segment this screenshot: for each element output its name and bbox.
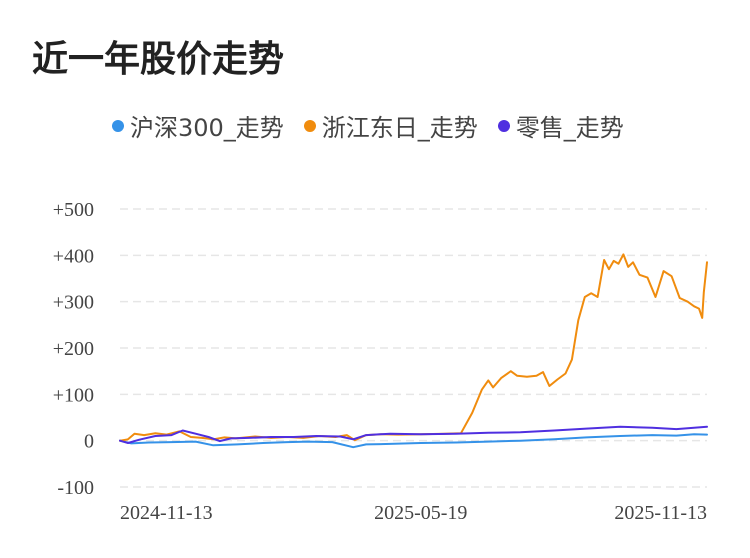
legend-marker-zjdr <box>303 119 316 132</box>
y-tick-label: +400 <box>53 245 94 267</box>
series-line-zjdr <box>119 253 708 442</box>
chart-legend: 沪深300_走势 浙江东日_走势 零售_走势 <box>112 108 624 143</box>
y-axis-ticks: +500 +400 +300 +200 +100 0 -100 <box>53 199 94 499</box>
chart-title: 近一年股价走势 <box>32 39 285 80</box>
y-tick-label: -100 <box>57 477 94 499</box>
legend-item-retail[interactable]: 零售_走势 <box>497 108 624 143</box>
legend-label-zjdr: 浙江东日_走势 <box>321 114 478 142</box>
y-tick-label: +200 <box>53 338 94 360</box>
legend-marker-hs300 <box>112 119 124 132</box>
grid-lines <box>120 208 707 488</box>
series-lines <box>119 253 708 449</box>
x-tick-label: 2025-11-13 <box>614 502 707 524</box>
legend-label-hs300: 沪深300_走势 <box>130 114 284 142</box>
x-axis-ticks: 2024-11-13 2025-05-19 2025-11-13 <box>120 502 707 524</box>
series-line-retail <box>119 425 708 444</box>
x-tick-label: 2025-05-19 <box>374 502 467 524</box>
legend-item-zjdr[interactable]: 浙江东日_走势 <box>303 108 478 143</box>
y-tick-label: +100 <box>53 384 94 406</box>
legend-label-retail: 零售_走势 <box>515 114 624 142</box>
legend-item-hs300[interactable]: 沪深300_走势 <box>112 108 284 143</box>
x-tick-label: 2024-11-13 <box>120 502 213 524</box>
legend-marker-retail <box>497 119 510 132</box>
y-tick-label: 0 <box>84 431 94 453</box>
y-tick-label: +300 <box>53 292 94 314</box>
series-line-hs300 <box>119 433 708 449</box>
y-tick-label: +500 <box>53 199 94 221</box>
